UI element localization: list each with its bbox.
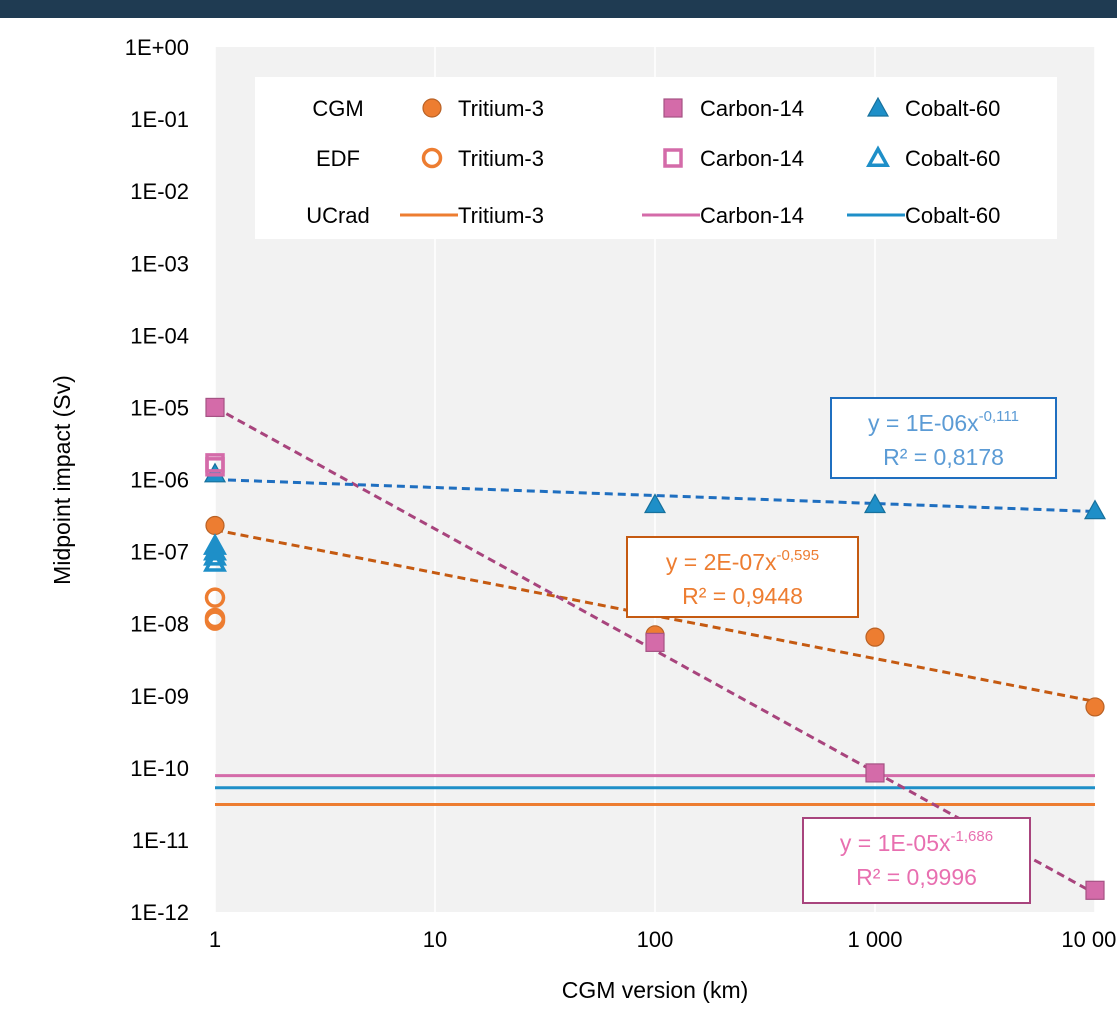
legend-entry-label: Carbon-14 [700,203,804,228]
x-tick-labels: 1 10 100 1 000 10 000 [209,927,1117,952]
marker-edf-tritium-3 [204,587,226,608]
legend-marker-carbon-14 [663,148,683,168]
legend-marker-cobalt-60 [866,96,890,117]
trendline-equations: y = 2E-07x-0,595 R² = 0,9448 y = 1E-05x-1,… [626,397,1057,904]
marker-edf-tritium-3 [204,610,226,631]
header-bar [0,0,1117,18]
x-axis-title: CGM version (km) [562,977,749,1003]
equation-exponent: -0,111 [979,408,1019,425]
marker-cgm-carbon-14 [1085,880,1105,900]
marker-cgm-cobalt-60 [203,462,227,483]
legend-background [255,77,1057,239]
marker-cgm-carbon-14 [205,397,225,418]
y-tick-label: 1E+00 [125,35,189,60]
x-tick-label: 10 000 [1061,927,1117,952]
x-tick-label: 100 [637,927,674,952]
marker-cgm-cobalt-60 [863,493,887,514]
equation-text: y = 2E-07x-0,595 [666,547,819,575]
equation-box-cobalt-60 [830,397,1057,479]
marker-cgm-carbon-14 [645,632,665,652]
y-axis-title: Midpoint impact (Sv) [49,375,75,585]
y-tick-label: 1E-11 [132,828,189,853]
marker-cgm-carbon-14 [865,763,885,783]
equation-r2: R² = 0,9448 [682,583,803,609]
y-tick-label: 1E-06 [130,468,189,493]
y-tick-label: 1E-12 [130,900,189,925]
legend-entry-label: Tritium-3 [458,146,544,171]
equation-base: y = 1E-05x [840,830,951,856]
marker-cgm-cobalt-60 [1083,499,1107,520]
equation-r2: R² = 0,9996 [856,864,977,890]
legend-marker-tritium-3 [421,147,443,169]
y-tick-label: 1E-03 [130,251,189,276]
x-tick-label: 1 000 [847,927,902,952]
legend-marker-carbon-14 [663,98,683,118]
marker-edf-carbon-14 [205,457,225,477]
legend-group-label: CGM [312,96,363,121]
equation-text: y = 1E-06x-0,111 [868,408,1019,436]
trendline-carbon-14 [214,406,1096,895]
equation-exponent: -0,595 [777,547,820,564]
y-tick-label: 1E-09 [130,684,189,709]
ucrad-lines [215,774,1095,806]
y-tick-labels: 1E+00 1E-01 1E-02 1E-03 1E-04 1E-05 1E-06 1E-07… [125,35,189,925]
legend-entry-label: Tritium-3 [458,203,544,228]
marker-cgm-tritium-3 [865,627,885,647]
equation-r2: R² = 0,8178 [883,444,1004,470]
legend-group-label: EDF [316,146,360,171]
equation-base: y = 2E-07x [666,549,777,575]
y-tick-label: 1E-04 [130,323,189,348]
legend-entry-label: Cobalt-60 [905,96,1000,121]
marker-edf-cobalt-60 [203,544,227,566]
y-tick-label: 1E-08 [130,612,189,637]
data-markers [203,397,1107,900]
legend-entry-label: Tritium-3 [458,96,544,121]
marker-edf-cobalt-60 [203,538,227,561]
equation-text: y = 1E-05x-1,686 [840,828,993,856]
legend-entry-label: Cobalt-60 [905,203,1000,228]
x-tick-label: 1 [209,927,221,952]
y-tick-label: 1E-01 [130,107,189,132]
legend-entry-label: Cobalt-60 [905,146,1000,171]
marker-cgm-tritium-3 [205,515,225,536]
legend-group-label: UCrad [306,203,370,228]
marker-cgm-tritium-3 [1085,697,1105,717]
x-tick-label: 10 [423,927,447,952]
legend-entry-label: Carbon-14 [700,96,804,121]
legend: CGM Tritium-3 Carbon-14 Cobalt-60 EDF Tritium… [255,77,1057,239]
equation-base: y = 1E-06x [868,410,979,436]
legend-marker-cobalt-60 [866,145,890,167]
legend-marker-tritium-3 [422,98,442,118]
equation-exponent: -1,686 [951,828,994,845]
y-tick-label: 1E-10 [130,756,189,781]
legend-entry-label: Carbon-14 [700,146,804,171]
marker-cgm-cobalt-60 [643,493,667,514]
y-tick-label: 1E-05 [130,395,189,420]
trendline-cobalt-60 [214,478,1096,513]
y-tick-label: 1E-02 [130,179,189,204]
y-tick-label: 1E-07 [130,540,189,565]
marker-edf-cobalt-60 [203,550,227,572]
equation-box-tritium-3 [626,536,859,618]
equation-box-carbon-14 [802,817,1031,904]
